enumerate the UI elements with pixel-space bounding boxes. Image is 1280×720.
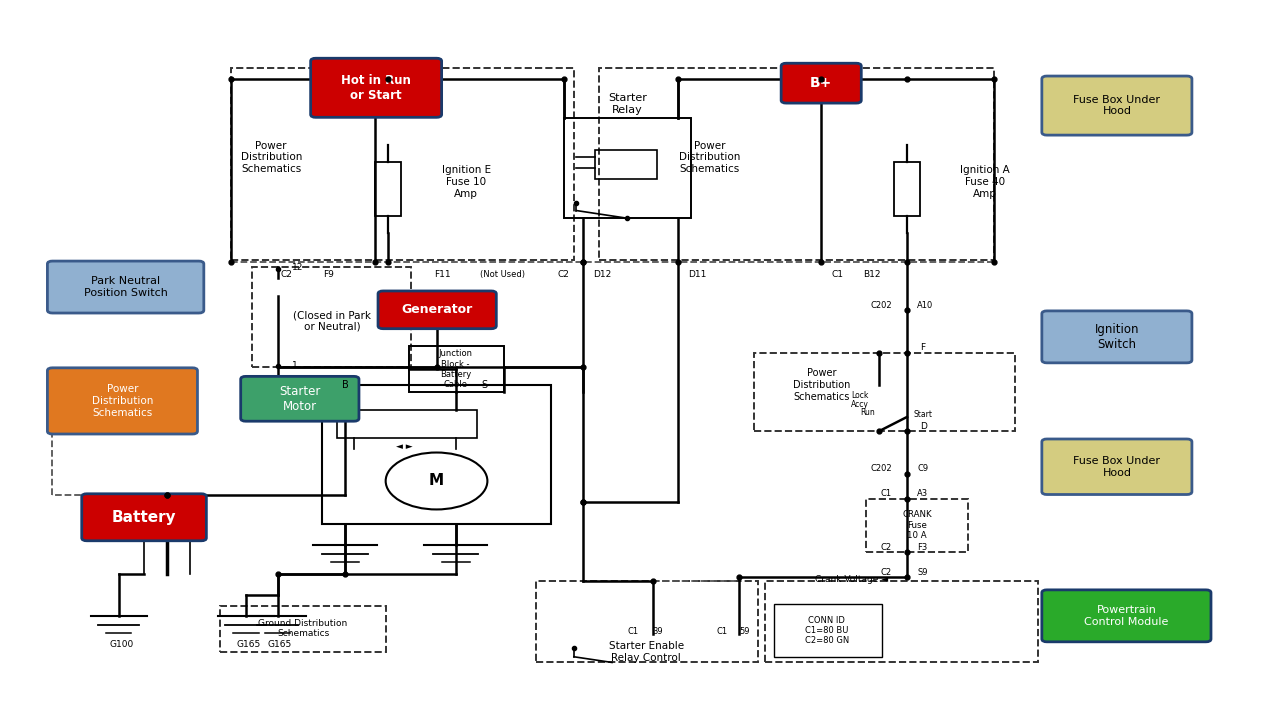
Text: 1: 1 xyxy=(292,361,297,370)
Text: A3: A3 xyxy=(918,490,928,498)
Text: CONN ID
C1=80 BU
C2=80 GN: CONN ID C1=80 BU C2=80 GN xyxy=(805,616,849,645)
Text: C202: C202 xyxy=(870,301,892,310)
Text: F3: F3 xyxy=(918,543,928,552)
Text: Junction
Block -
Battery
Cable: Junction Block - Battery Cable xyxy=(439,349,472,390)
Text: D11: D11 xyxy=(689,270,707,279)
FancyBboxPatch shape xyxy=(1042,311,1192,363)
Text: ◄ ►: ◄ ► xyxy=(397,442,413,451)
Text: C1: C1 xyxy=(627,627,639,636)
Text: S: S xyxy=(481,380,488,390)
Text: Run: Run xyxy=(860,408,876,417)
Text: C202: C202 xyxy=(870,464,892,473)
FancyBboxPatch shape xyxy=(1042,439,1192,495)
Text: B: B xyxy=(342,380,348,390)
Text: C2: C2 xyxy=(881,543,892,552)
Text: Fuse Box Under
Hood: Fuse Box Under Hood xyxy=(1074,95,1161,117)
Bar xyxy=(323,385,550,523)
Bar xyxy=(230,68,573,261)
Text: Ignition
Switch: Ignition Switch xyxy=(1094,323,1139,351)
Text: S9: S9 xyxy=(918,567,928,577)
Text: CRANK
Fuse
10 A: CRANK Fuse 10 A xyxy=(902,510,932,540)
Text: Starter Enable
Relay Control: Starter Enable Relay Control xyxy=(609,641,684,662)
Text: Park Neutral
Position Switch: Park Neutral Position Switch xyxy=(83,276,168,298)
Bar xyxy=(408,346,504,392)
Text: B12: B12 xyxy=(863,270,881,279)
Text: G165: G165 xyxy=(268,640,292,649)
Bar xyxy=(338,410,477,438)
Text: G100: G100 xyxy=(109,640,133,649)
Text: C2: C2 xyxy=(558,270,570,279)
Text: Hot in Run
or Start: Hot in Run or Start xyxy=(342,73,411,102)
Bar xyxy=(536,580,758,662)
Text: C2: C2 xyxy=(881,567,892,577)
Text: Power
Distribution
Schematics: Power Distribution Schematics xyxy=(792,369,850,402)
Text: Battery: Battery xyxy=(111,510,177,525)
Bar xyxy=(895,162,920,216)
Text: C1: C1 xyxy=(717,627,727,636)
Text: Generator: Generator xyxy=(402,303,472,316)
Bar xyxy=(867,499,968,552)
Text: Power
Distribution
Schematics: Power Distribution Schematics xyxy=(680,140,741,174)
Text: G165: G165 xyxy=(237,640,260,649)
Bar xyxy=(375,162,401,216)
Text: Power
Distribution
Schematics: Power Distribution Schematics xyxy=(92,384,154,418)
Text: C1: C1 xyxy=(831,270,844,279)
FancyBboxPatch shape xyxy=(378,291,497,329)
Bar xyxy=(563,118,691,217)
Text: Fuse Box Under
Hood: Fuse Box Under Hood xyxy=(1074,456,1161,477)
Text: Crank Voltage ◄: Crank Voltage ◄ xyxy=(815,575,888,584)
Bar xyxy=(754,353,1015,431)
Text: D: D xyxy=(920,422,927,431)
Text: C9: C9 xyxy=(918,464,928,473)
Text: B+: B+ xyxy=(810,76,832,90)
Text: M: M xyxy=(429,474,444,488)
FancyBboxPatch shape xyxy=(311,58,442,117)
Text: Ignition E
Fuse 10
Amp: Ignition E Fuse 10 Amp xyxy=(442,166,490,199)
Text: Lock: Lock xyxy=(851,391,869,400)
Text: F11: F11 xyxy=(435,270,452,279)
Bar xyxy=(764,580,1038,662)
Text: D12: D12 xyxy=(593,270,611,279)
FancyBboxPatch shape xyxy=(241,377,358,421)
Text: (Not Used): (Not Used) xyxy=(480,270,525,279)
Text: Starter
Motor: Starter Motor xyxy=(279,384,320,413)
Text: C1: C1 xyxy=(881,490,892,498)
FancyBboxPatch shape xyxy=(47,368,197,434)
Text: Power
Distribution
Schematics: Power Distribution Schematics xyxy=(241,140,302,174)
Bar xyxy=(773,604,882,657)
Text: Ignition A
Fuse 40
Amp: Ignition A Fuse 40 Amp xyxy=(960,166,1010,199)
Text: 39: 39 xyxy=(653,627,663,636)
Text: (Closed in Park
or Neutral): (Closed in Park or Neutral) xyxy=(293,310,371,332)
Text: 12: 12 xyxy=(292,263,303,272)
Text: A10: A10 xyxy=(918,301,933,310)
Text: Accy: Accy xyxy=(851,400,869,409)
Text: Ground Distribution
Schematics: Ground Distribution Schematics xyxy=(259,618,348,638)
Bar xyxy=(595,150,657,179)
Bar xyxy=(599,68,993,261)
Text: Powertrain
Control Module: Powertrain Control Module xyxy=(1084,605,1169,626)
FancyBboxPatch shape xyxy=(1042,76,1192,135)
FancyBboxPatch shape xyxy=(82,494,206,541)
FancyBboxPatch shape xyxy=(1042,590,1211,642)
Text: 59: 59 xyxy=(739,627,750,636)
FancyBboxPatch shape xyxy=(781,63,861,103)
Text: F: F xyxy=(920,343,925,352)
Text: C2: C2 xyxy=(280,270,292,279)
Bar xyxy=(220,606,385,652)
FancyBboxPatch shape xyxy=(47,261,204,313)
Bar xyxy=(252,268,411,367)
Text: Start: Start xyxy=(914,410,932,419)
Text: F9: F9 xyxy=(323,270,334,279)
Text: Starter
Relay: Starter Relay xyxy=(608,93,646,114)
